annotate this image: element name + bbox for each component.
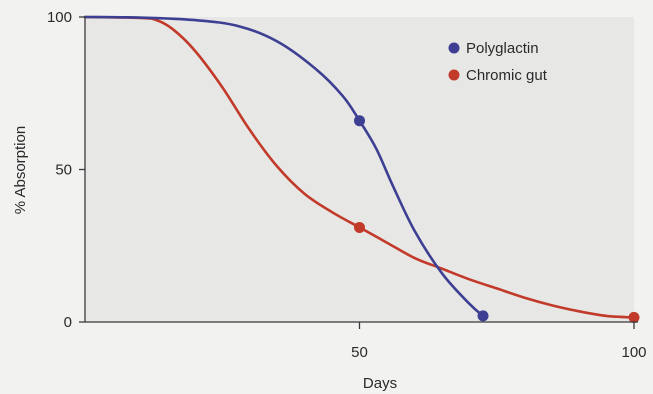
y-axis-title: % Absorption — [12, 126, 29, 214]
legend-label-chromic-gut: Chromic gut — [466, 67, 548, 84]
axis-ticks: 0 50 100 50 100 — [47, 9, 647, 361]
y-tick-label: 100 — [47, 9, 72, 26]
legend-swatch-chromic-gut — [448, 69, 460, 81]
x-tick-label: 50 — [351, 344, 368, 361]
data-point-polyglactin — [354, 115, 365, 127]
y-tick-label: 50 — [55, 162, 72, 179]
y-tick-label: 0 — [64, 314, 72, 331]
x-axis-title: Days — [363, 375, 397, 392]
legend-label-polyglactin: Polyglactin — [466, 40, 539, 57]
series-layer — [83, 15, 640, 323]
data-point-chromic-gut — [354, 221, 365, 233]
data-point-chromic-gut — [628, 311, 640, 323]
legend-swatch-polyglactin — [448, 42, 460, 54]
data-point-polyglactin — [477, 310, 489, 322]
legend: Polyglactin Chromic gut — [448, 40, 548, 84]
series-line-polyglactin — [83, 15, 485, 318]
plot-area — [85, 17, 634, 322]
x-tick-label: 100 — [621, 344, 646, 361]
